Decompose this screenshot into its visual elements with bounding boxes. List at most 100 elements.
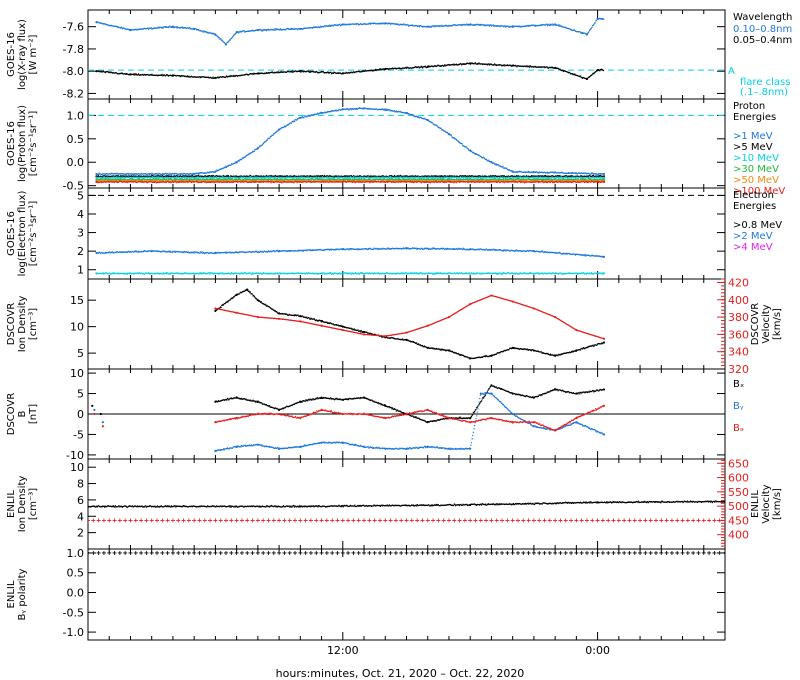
data-point [406, 112, 408, 114]
data-point [302, 70, 304, 73]
data-point [128, 29, 130, 31]
data-point [125, 73, 127, 75]
data-point [249, 178, 251, 180]
data-point [385, 177, 387, 179]
data-point [253, 150, 255, 153]
data-point [474, 179, 476, 181]
data-point [324, 176, 326, 178]
data-point [185, 76, 187, 78]
data-point [218, 175, 220, 177]
data-point [298, 178, 300, 181]
data-point [192, 179, 194, 181]
data-point [376, 108, 378, 110]
data-point [162, 175, 164, 178]
data-point [382, 176, 384, 179]
data-point [481, 175, 484, 177]
data-point [533, 172, 535, 174]
data-point [509, 178, 512, 180]
data-point [341, 176, 343, 178]
data-point [168, 178, 170, 180]
data-point [222, 40, 224, 42]
data-point [599, 173, 601, 175]
data-point [144, 27, 147, 30]
data-point [507, 179, 509, 181]
data-point [343, 108, 345, 110]
data-point [474, 62, 477, 64]
data-point [468, 24, 470, 26]
data-point [401, 67, 403, 69]
data-point [135, 172, 137, 175]
data-point [504, 167, 506, 169]
data-point [584, 172, 586, 175]
data-point [522, 171, 524, 173]
data-point [170, 175, 172, 178]
data-point [156, 74, 158, 77]
data-point [546, 176, 548, 178]
data-point [570, 178, 572, 181]
data-point [448, 25, 450, 27]
data-point [448, 176, 450, 179]
data-point [109, 175, 111, 177]
data-point [465, 177, 468, 179]
data-point [429, 179, 431, 181]
data-point [218, 178, 221, 180]
data-point [494, 176, 496, 178]
data-point [322, 179, 324, 181]
data-point [589, 177, 591, 179]
data-point [507, 169, 509, 171]
data-point [276, 28, 278, 31]
data-point [368, 70, 370, 72]
data-point [190, 175, 192, 177]
data-point [401, 179, 403, 181]
data-point [439, 175, 442, 177]
data-point [106, 177, 108, 179]
data-point [392, 175, 394, 177]
data-point [441, 129, 443, 131]
data-point [259, 28, 261, 31]
data-point [533, 24, 535, 27]
data-point [379, 178, 382, 180]
data-point [581, 31, 584, 34]
data-point [295, 28, 298, 30]
y-tick-label: -0.5 [63, 180, 84, 193]
data-point [269, 178, 271, 180]
data-point [274, 178, 276, 181]
data-point [336, 177, 338, 179]
data-point [592, 173, 594, 175]
data-point [529, 178, 531, 181]
data-point [312, 177, 314, 179]
data-point [269, 175, 271, 177]
data-point [227, 76, 229, 78]
data-point [372, 175, 374, 177]
data-point [97, 21, 99, 23]
data-point [602, 173, 604, 175]
data-point [216, 35, 218, 37]
data-point [209, 77, 211, 79]
data-point [378, 109, 380, 111]
data-point [158, 74, 160, 77]
data-point [424, 177, 426, 179]
data-point [499, 165, 501, 167]
data-point [132, 175, 134, 177]
data-point [540, 24, 542, 26]
data-point [573, 177, 575, 179]
data-point [171, 75, 173, 77]
data-point [143, 175, 145, 177]
data-point [288, 122, 291, 125]
data-point [439, 178, 442, 181]
data-point [592, 172, 594, 174]
data-point [343, 108, 345, 110]
data-point [442, 25, 444, 27]
data-point [434, 177, 436, 179]
data-point [477, 177, 479, 179]
data-point [409, 175, 411, 177]
data-point [583, 32, 586, 34]
data-point [296, 118, 298, 121]
data-point [199, 179, 201, 181]
data-point [229, 176, 231, 179]
data-point [562, 177, 564, 179]
data-point [488, 159, 490, 161]
data-point [328, 72, 330, 74]
data-point [527, 25, 529, 27]
